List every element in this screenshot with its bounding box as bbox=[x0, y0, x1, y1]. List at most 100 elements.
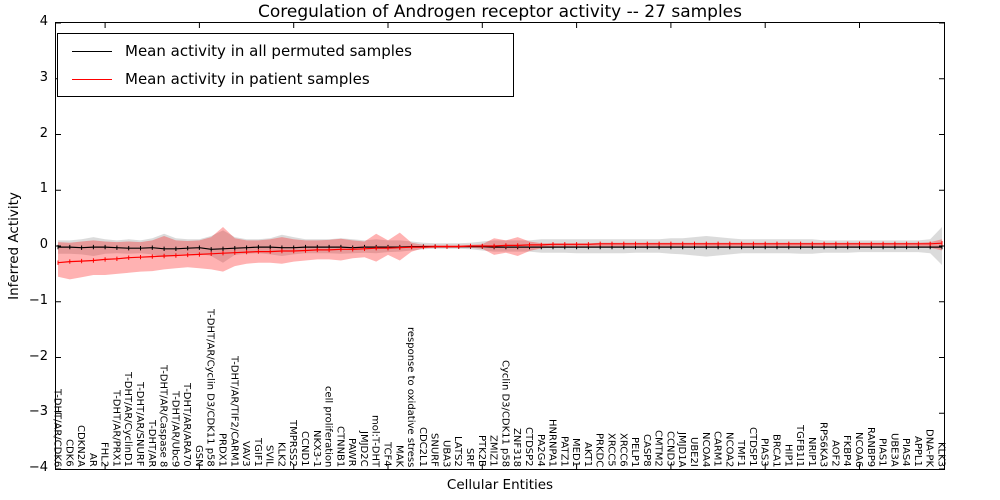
x-tick-label: ZMIZ1 bbox=[487, 435, 499, 467]
x-tick-label: NCOA4 bbox=[699, 431, 711, 467]
x-tick-label: DNA-PK bbox=[923, 429, 935, 467]
x-tick-label: PIAS3 bbox=[758, 438, 770, 467]
x-tick-label: Cyclin D3/CDK11 p58 bbox=[499, 359, 511, 467]
y-tick-label: 0 bbox=[39, 237, 48, 252]
permuted-line-swatch bbox=[72, 50, 112, 52]
x-tick-label: CASP8 bbox=[640, 434, 652, 467]
y-tick-label: −4 bbox=[28, 460, 48, 475]
patient-mean-line bbox=[57, 242, 943, 264]
x-tick-label: NRIP1 bbox=[805, 437, 817, 467]
patient-range-band bbox=[58, 227, 942, 280]
x-tick-label: APPL1 bbox=[911, 436, 923, 467]
plot-svg bbox=[56, 23, 944, 469]
x-tick-label: PATZ1 bbox=[558, 436, 570, 467]
x-tick-label: TGFB1I1 bbox=[794, 424, 806, 467]
y-tick-label: 2 bbox=[39, 125, 48, 141]
x-tick-label: KLK2 bbox=[275, 441, 287, 467]
chart-title: Coregulation of Androgen receptor activi… bbox=[257, 2, 743, 22]
x-tick-label: SRF bbox=[464, 447, 476, 467]
x-tick-label: TMF1 bbox=[735, 440, 747, 467]
x-tick-label: NCOA6 bbox=[852, 431, 864, 467]
x-tick-label: PELP1 bbox=[629, 436, 641, 467]
y-tick-label: 1 bbox=[39, 181, 48, 197]
x-tick-label: T-DHT/AR/ARA70 bbox=[181, 383, 193, 467]
x-tick-label: PIAS4 bbox=[900, 438, 912, 467]
x-tick-label: CDK6 bbox=[63, 439, 75, 467]
x-tick-label: SVIL bbox=[263, 445, 275, 467]
y-tick-label: 3 bbox=[39, 69, 48, 85]
x-tick-label: HNRNPA1 bbox=[546, 418, 558, 467]
x-tick-label: PTK2B bbox=[475, 435, 487, 467]
x-tick-label: UBA3 bbox=[440, 439, 452, 467]
x-tick-label: T-DHT/AR/Caspase 8 bbox=[157, 364, 169, 467]
legend-label-patient: Mean activity in patient samples bbox=[125, 70, 370, 88]
x-tick-label: T-DHT/AR/SNURF bbox=[134, 382, 145, 467]
x-tick-label: CCND3 bbox=[664, 431, 676, 467]
axis-ticks bbox=[56, 23, 944, 469]
x-tick-label: T-DHT/AR/Cyclin D3/CDK11 p58 bbox=[204, 309, 216, 467]
legend-item-patient: Mean activity in patient samples bbox=[58, 65, 513, 93]
x-tick-label: T-DHT/AR/PRX1 bbox=[110, 390, 122, 467]
x-tick-label: CARM1 bbox=[711, 431, 723, 467]
x-tick-label: AR bbox=[86, 453, 98, 467]
x-tick-label: PA2G4 bbox=[534, 434, 546, 467]
y-tick-label: 4 bbox=[39, 14, 48, 29]
x-tick-label: TCF4 bbox=[381, 442, 393, 467]
legend-label-permuted: Mean activity in all permuted samples bbox=[125, 42, 412, 60]
x-tick-label: PRDX1 bbox=[216, 433, 228, 467]
x-tick-label: FKBP4 bbox=[841, 435, 853, 467]
x-tick-label: CDKN2A bbox=[75, 425, 87, 467]
x-tick-label: CMTM2 bbox=[652, 430, 664, 467]
x-tick-label: TGIF1 bbox=[251, 438, 263, 467]
legend-item-permuted: Mean activity in all permuted samples bbox=[58, 37, 513, 65]
x-tick-label: NKX3-1 bbox=[310, 429, 322, 467]
x-tick-label: FHL2 bbox=[98, 441, 110, 467]
y-tick-label: −1 bbox=[28, 292, 48, 308]
x-tick-label: GSN bbox=[192, 445, 204, 467]
x-tick-label: CTNNB1 bbox=[334, 425, 346, 467]
permuted-mean-line bbox=[58, 246, 942, 250]
patient-mean-line-markers bbox=[57, 241, 943, 265]
x-tick-label: XRCC6 bbox=[617, 433, 629, 467]
x-tick-label: VAV3 bbox=[240, 441, 252, 467]
x-tick-label: UBE2I bbox=[687, 437, 699, 467]
x-tick-label: MED1 bbox=[570, 437, 582, 467]
x-tick-label: PRKDC bbox=[593, 432, 605, 467]
x-tick-label: JMJD2C bbox=[357, 431, 369, 467]
x-tick-label: T-DHT/AR/TIF2/CARM1 bbox=[228, 356, 240, 467]
x-tick-label: PIAS1 bbox=[876, 438, 888, 467]
x-tick-label: TMPRSS2 bbox=[287, 420, 299, 467]
x-tick-label: T-DHT/AR/CyclinD1 bbox=[122, 371, 134, 467]
x-tick-label: UBE3A bbox=[888, 433, 900, 467]
x-tick-label: NCOA2 bbox=[723, 431, 735, 467]
x-axis-label: Cellular Entities bbox=[446, 477, 554, 493]
x-tick-label: PAWR bbox=[346, 438, 358, 467]
x-tick-label: JMJD1A bbox=[676, 431, 688, 467]
patient-line-swatch bbox=[72, 78, 112, 80]
x-tick-label: cell proliferation bbox=[322, 385, 334, 467]
x-tick-label: mol:T-DHT bbox=[369, 414, 381, 467]
x-tick-label: CDC2L1 bbox=[416, 427, 428, 467]
x-tick-label: CTDSP2 bbox=[522, 427, 534, 467]
x-tick-label: HIP1 bbox=[782, 444, 794, 467]
x-tick-label: RPS6KA3 bbox=[817, 421, 829, 467]
x-tick-label: KLK3 bbox=[935, 441, 947, 467]
x-tick-label: RANBP9 bbox=[864, 426, 876, 467]
x-tick-label: T-DHT/AR bbox=[145, 419, 157, 467]
x-tick-label: MAK bbox=[393, 444, 405, 467]
x-tick-label: LATS2 bbox=[452, 436, 464, 467]
x-tick-label: T-DHT/AR/CDK6 bbox=[51, 388, 63, 467]
x-tick-label: CCND1 bbox=[299, 431, 311, 467]
y-tick-label: −2 bbox=[28, 348, 48, 364]
x-tick-label: AKT1 bbox=[581, 441, 593, 467]
x-tick-label: CTDSP1 bbox=[746, 427, 758, 467]
x-tick-label: T-DHT/AR/Ubc9 bbox=[169, 390, 181, 467]
x-tick-label: ZNF318 bbox=[511, 427, 523, 467]
legend: Mean activity in all permuted samples Me… bbox=[57, 33, 514, 97]
x-tick-label: BRCA1 bbox=[770, 433, 782, 468]
x-tick-label: response to oxidative stress bbox=[405, 326, 417, 467]
y-tick-label: −3 bbox=[28, 404, 48, 420]
x-tick-label: XRCC5 bbox=[605, 433, 617, 467]
x-tick-label: AOF2 bbox=[829, 440, 841, 467]
